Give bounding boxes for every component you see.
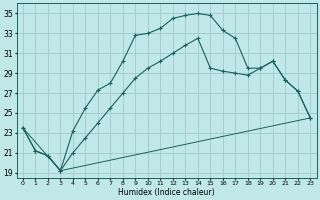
X-axis label: Humidex (Indice chaleur): Humidex (Indice chaleur) — [118, 188, 215, 197]
